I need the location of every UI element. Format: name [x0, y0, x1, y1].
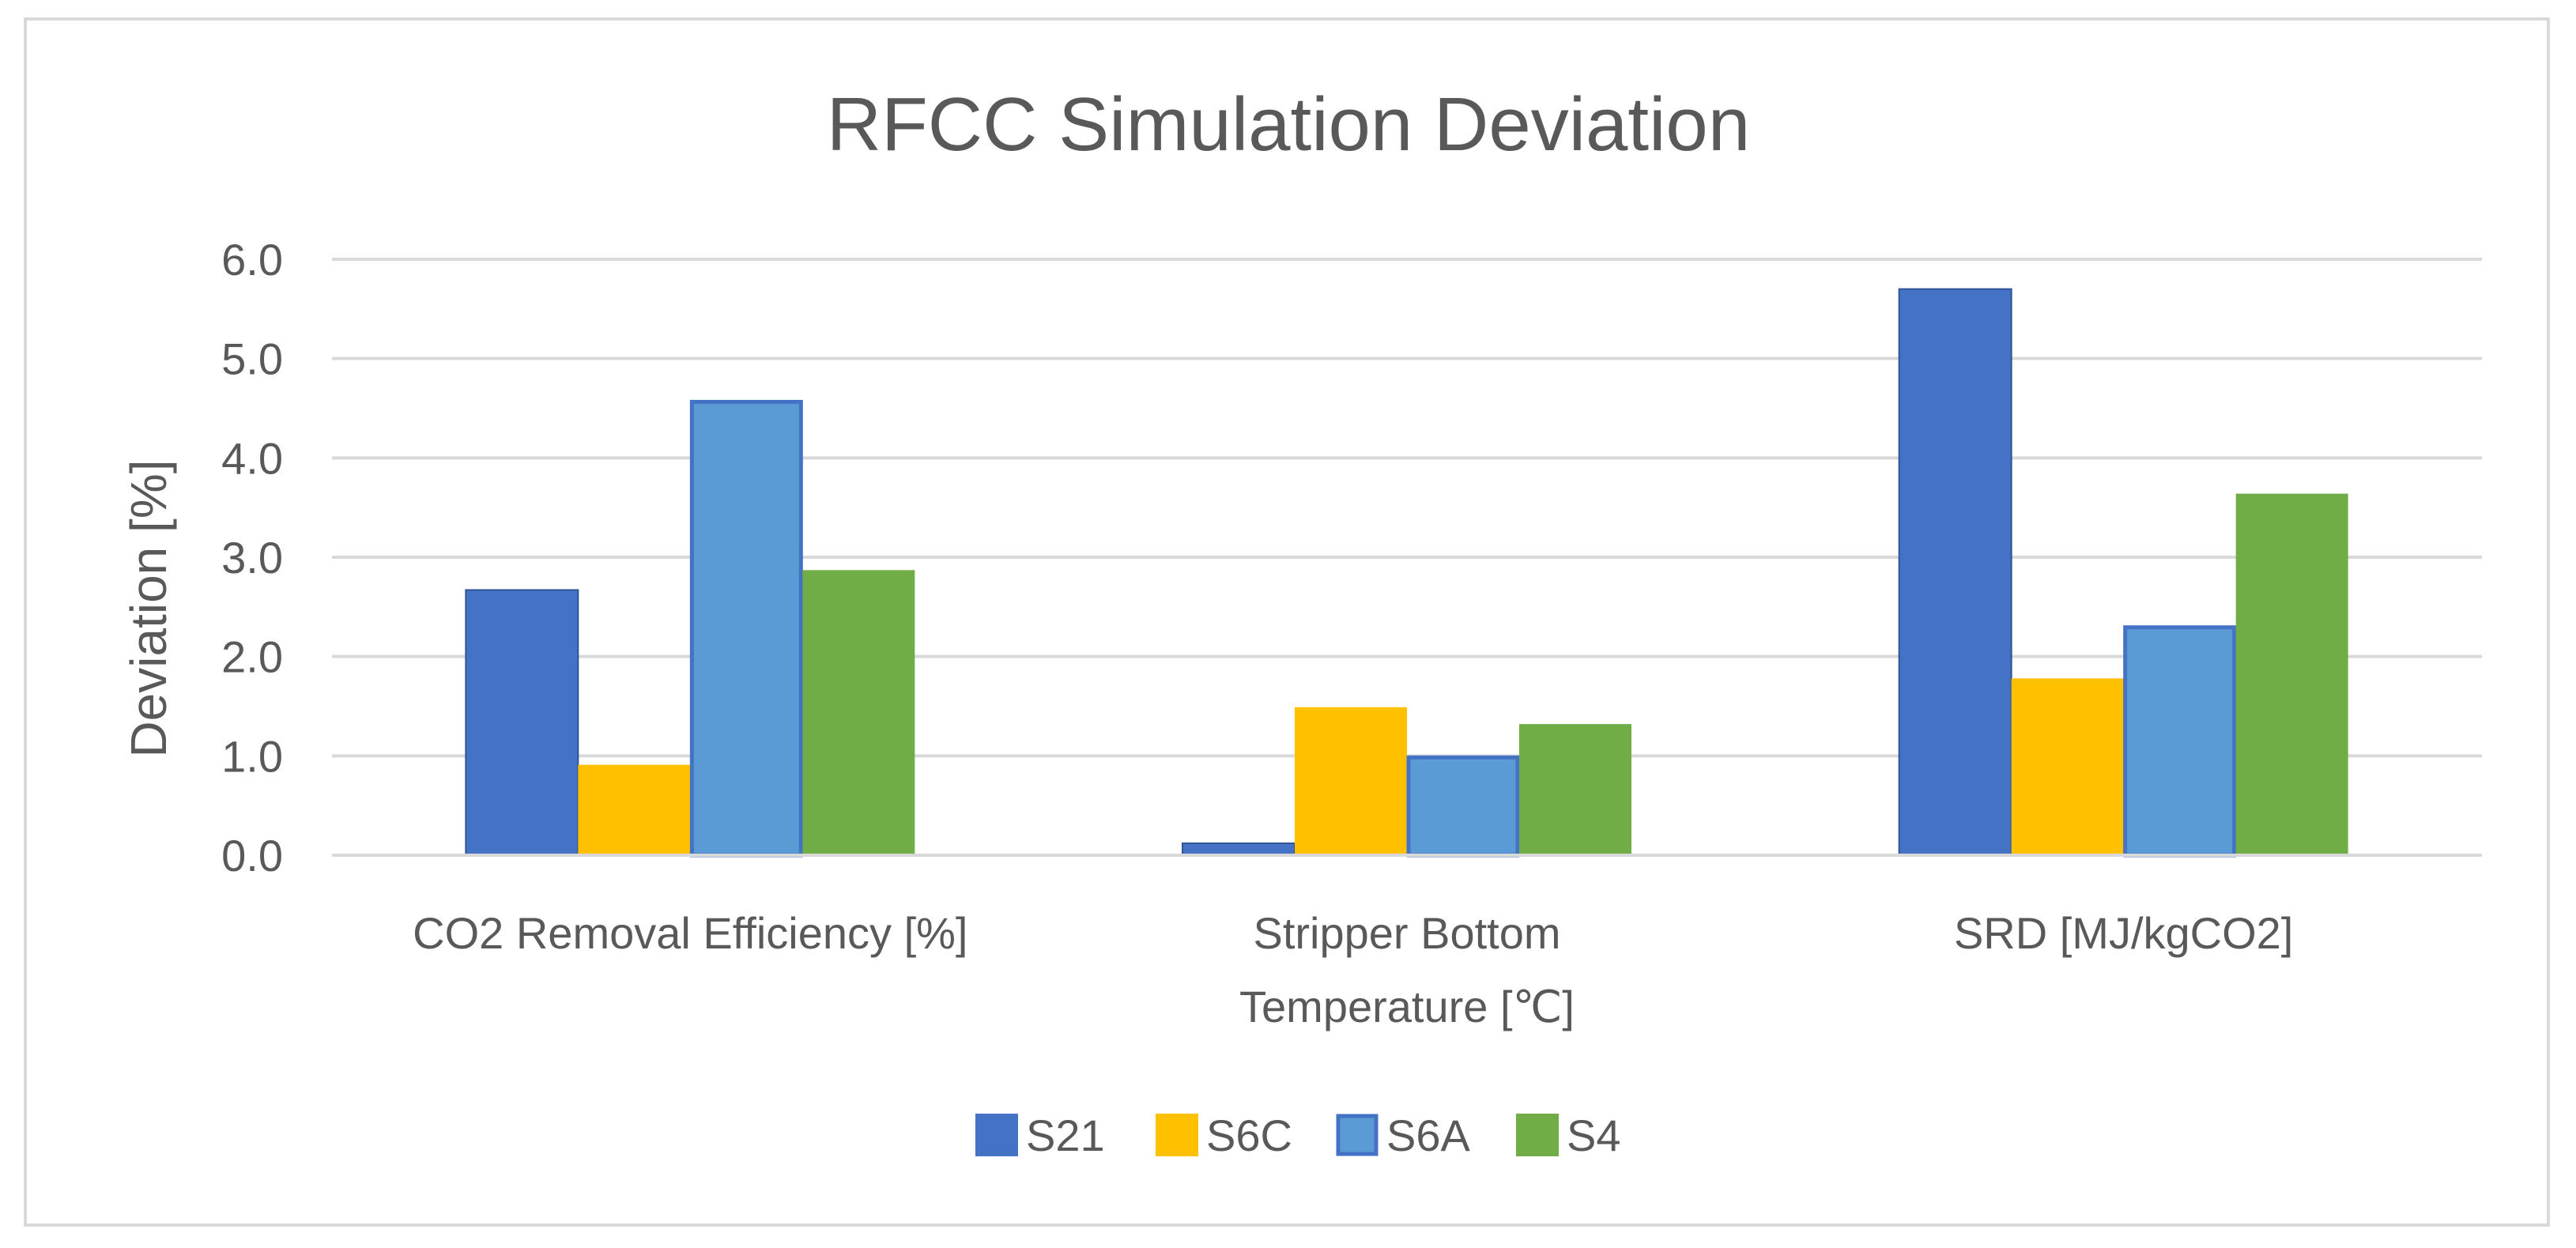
x-tick-label: CO2 Removal Efficiency [%]	[413, 908, 967, 958]
legend-item-s21: S21	[975, 1110, 1105, 1160]
y-tick-label: 0.0	[221, 831, 283, 880]
legend: S21 S6C S6A S4	[975, 1110, 1621, 1160]
legend-swatch	[1156, 1114, 1198, 1156]
x-tick-label: SRD [MJ/kgCO2]	[1954, 908, 2293, 958]
bar-s6c-2	[1295, 707, 1407, 855]
bar-s21-1	[465, 589, 579, 856]
legend-swatch	[975, 1114, 1018, 1156]
bar-s4-3	[2235, 493, 2348, 855]
x-tick-label-line: Stripper Bottom	[1253, 908, 1560, 958]
y-tick-label: 4.0	[221, 433, 283, 483]
x-tick-label: Stripper Bottom Temperature [℃]	[1239, 908, 1575, 1031]
legend-label: S6C	[1206, 1110, 1292, 1160]
y-tick-label: 5.0	[221, 334, 283, 384]
y-axis-title: Deviation [%]	[120, 459, 177, 757]
bar-s4-2	[1519, 724, 1631, 855]
legend-item-s6a: S6A	[1336, 1110, 1470, 1160]
bar-s6a-3	[2123, 625, 2237, 858]
y-tick-label: 1.0	[221, 731, 283, 781]
bar-s21-3	[1898, 288, 2012, 856]
bar-s21-2	[1182, 842, 1296, 857]
legend-label: S21	[1026, 1110, 1105, 1160]
bar-s6a-2	[1406, 755, 1520, 858]
chart-frame	[24, 17, 2550, 1227]
y-tick-label: 3.0	[221, 533, 283, 583]
y-tick-label: 6.0	[221, 235, 283, 285]
y-axis-ticks: 0.0 1.0 2.0 3.0 4.0 5.0 6.0	[221, 235, 283, 880]
legend-item-s4: S4	[1516, 1110, 1621, 1160]
x-tick-label-line: SRD [MJ/kgCO2]	[1954, 908, 2293, 958]
bar-s4-1	[802, 570, 915, 855]
bar-s6c-3	[2011, 678, 2124, 855]
bar-s6a-1	[689, 399, 803, 858]
chart-title: RFCC Simulation Deviation	[827, 82, 1750, 167]
legend-swatch	[1516, 1114, 1559, 1156]
legend-label: S4	[1567, 1110, 1621, 1160]
legend-label: S6A	[1386, 1110, 1470, 1160]
x-tick-label-line: CO2 Removal Efficiency [%]	[413, 908, 967, 958]
legend-item-s6c: S6C	[1156, 1110, 1292, 1160]
legend-swatch	[1336, 1114, 1379, 1156]
bar-s6c-1	[578, 764, 691, 855]
x-tick-label-line: Temperature [℃]	[1239, 982, 1575, 1031]
bars-layer	[465, 288, 2348, 858]
x-axis-labels: CO2 Removal Efficiency [%] Stripper Botto…	[413, 908, 2293, 1031]
y-tick-label: 2.0	[221, 632, 283, 682]
